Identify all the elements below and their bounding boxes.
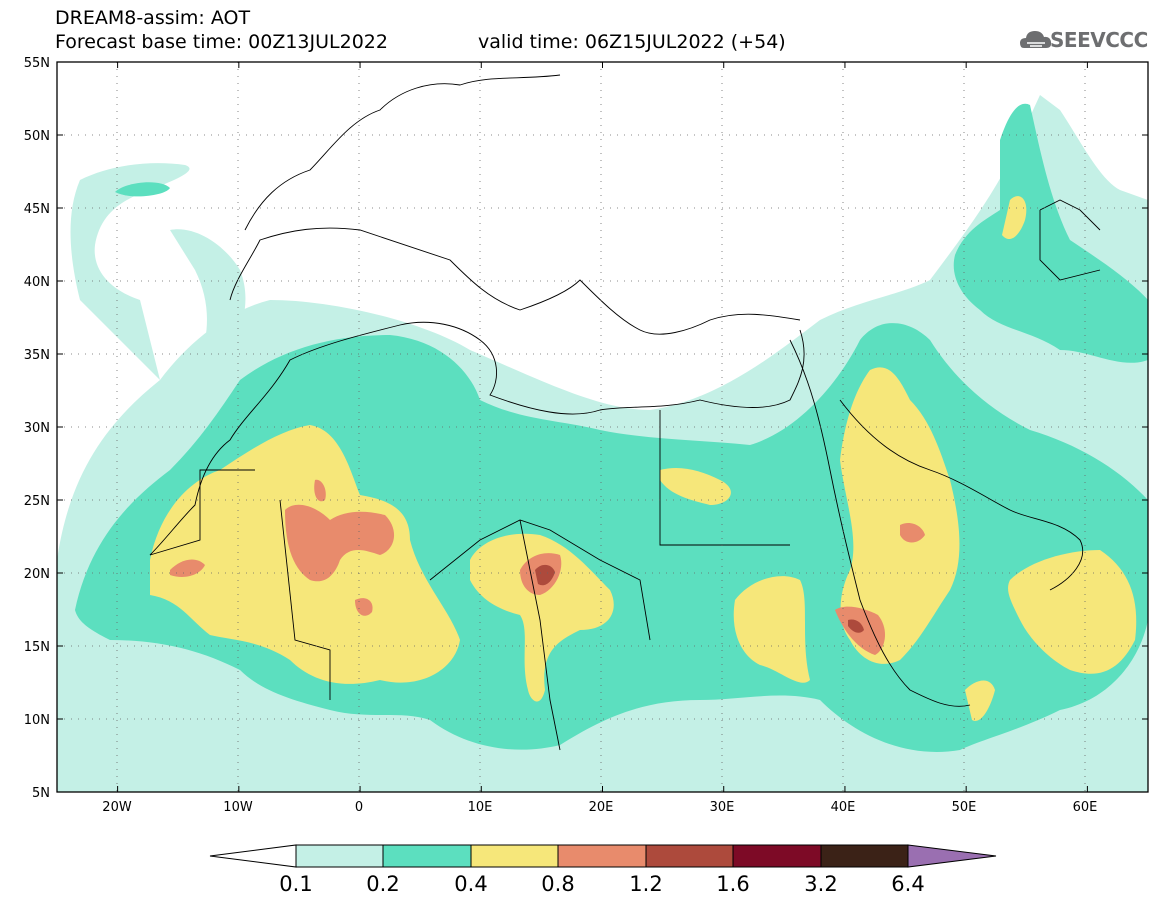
y-tick-label: 15N [24,640,50,655]
x-tick-label: 10W [223,800,253,815]
colorbar-label: 6.4 [891,872,924,896]
cloud-icon [1020,31,1052,48]
colorbar-swatch [470,844,559,868]
colorbar-label: 0.2 [366,872,399,896]
colorbar-label: 0.4 [454,872,487,896]
colorbar-swatch [732,844,822,868]
colorbar-swatch [382,844,472,868]
colorbar-label: 1.6 [716,872,749,896]
x-tick-label: 10E [468,800,493,815]
aot-field [57,95,1148,792]
colorbar-label: 0.8 [541,872,574,896]
coastlines-borders [149,74,1101,751]
y-tick-label: 10N [24,713,50,728]
y-tick-label: 50N [24,129,50,144]
x-axis-labels: 20W 10W 0 10E 20E 30E 40E 50E 60E [102,800,1097,815]
y-tick-label: 30N [24,421,50,436]
colorbar-label: 1.2 [629,872,662,896]
colorbar-swatch [645,844,734,868]
colorbar-labels: 0.1 0.2 0.4 0.8 1.2 1.6 3.2 6.4 [279,872,924,896]
y-tick-label: 35N [24,348,50,363]
colorbar-swatch [820,844,909,868]
y-tick-label: 45N [24,202,50,217]
colorbar-swatch [557,844,647,868]
aot-level-1-2 [535,564,864,633]
valid-time: valid time: 06Z15JUL2022 (+54) [478,31,786,53]
x-tick-label: 0 [355,800,363,815]
colorbar-label: 0.1 [279,872,312,896]
colorbar-swatch [295,844,384,868]
y-tick-label: 20N [24,567,50,582]
y-tick-label: 40N [24,275,50,290]
x-tick-label: 60E [1073,800,1098,815]
y-axis-labels: 55N 50N 45N 40N 35N 30N 25N 20N 15N 10N … [24,56,50,801]
colorbar-label: 3.2 [804,872,837,896]
forecast-base-time: Forecast base time: 00Z13JUL2022 [55,31,388,53]
x-tick-label: 50E [952,800,977,815]
colorbar-low-arrow [209,844,297,868]
map-title: DREAM8-assim: AOT [55,7,251,29]
x-tick-label: 40E [831,800,856,815]
y-tick-label: 55N [24,56,50,71]
y-tick-label: 25N [24,494,50,509]
colorbar-high-arrow [907,844,997,868]
y-tick-label: 5N [32,786,50,801]
axis-ticks [57,61,1148,793]
logo-text: SEEVCCC [1050,28,1148,52]
x-tick-label: 20E [589,800,614,815]
colorbar [209,844,997,868]
x-tick-label: 20W [102,800,132,815]
graticule [57,62,1148,792]
x-tick-label: 30E [710,800,735,815]
